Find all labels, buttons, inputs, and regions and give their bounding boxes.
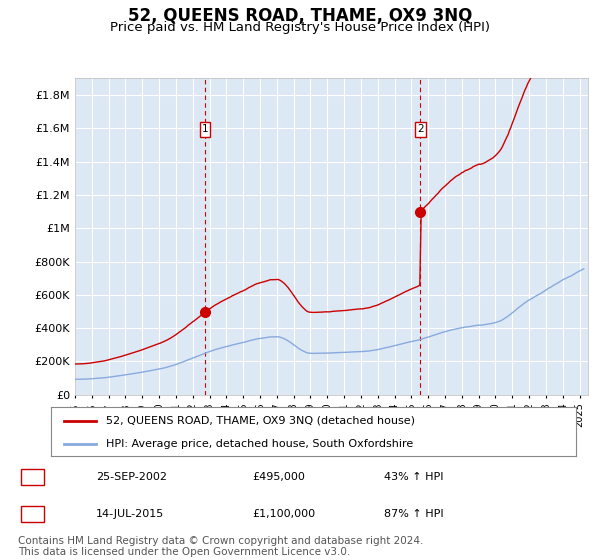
Text: 87% ↑ HPI: 87% ↑ HPI [384,509,443,519]
Text: 52, QUEENS ROAD, THAME, OX9 3NQ (detached house): 52, QUEENS ROAD, THAME, OX9 3NQ (detache… [106,416,415,426]
Text: £495,000: £495,000 [252,472,305,482]
Text: 43% ↑ HPI: 43% ↑ HPI [384,472,443,482]
Text: 2: 2 [29,509,36,519]
Text: 14-JUL-2015: 14-JUL-2015 [96,509,164,519]
Text: 25-SEP-2002: 25-SEP-2002 [96,472,167,482]
Text: 52, QUEENS ROAD, THAME, OX9 3NQ: 52, QUEENS ROAD, THAME, OX9 3NQ [128,7,472,25]
Text: 1: 1 [202,124,208,134]
Text: HPI: Average price, detached house, South Oxfordshire: HPI: Average price, detached house, Sout… [106,439,413,449]
Text: 1: 1 [29,472,36,482]
FancyBboxPatch shape [200,122,210,137]
Text: £1,100,000: £1,100,000 [252,509,315,519]
Text: Contains HM Land Registry data © Crown copyright and database right 2024.
This d: Contains HM Land Registry data © Crown c… [18,535,424,557]
Text: 2: 2 [417,124,424,134]
FancyBboxPatch shape [415,122,425,137]
Text: Price paid vs. HM Land Registry's House Price Index (HPI): Price paid vs. HM Land Registry's House … [110,21,490,34]
